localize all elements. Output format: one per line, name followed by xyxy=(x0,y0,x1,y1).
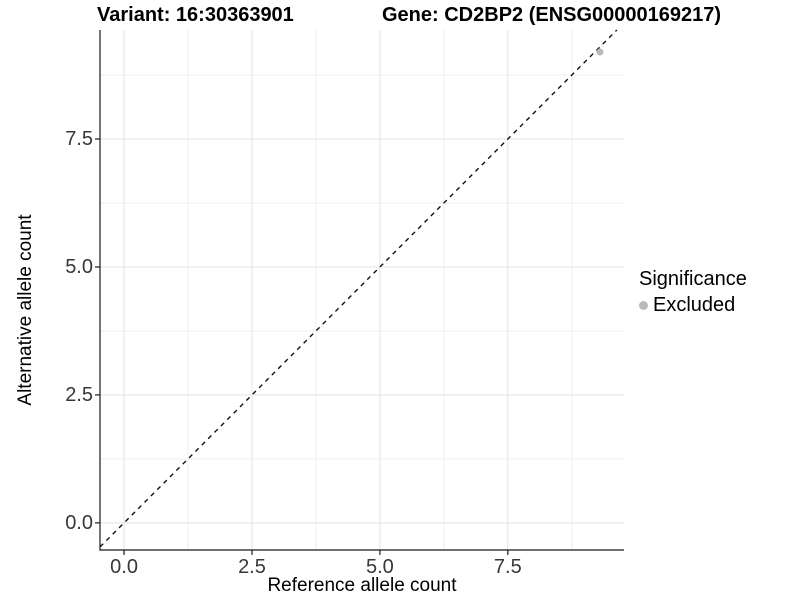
x-tick-label: 5.0 xyxy=(366,556,394,578)
legend-key-dot-icon xyxy=(639,301,648,310)
plot-title-gene: Gene: CD2BP2 (ENSG00000169217) xyxy=(382,4,722,26)
y-tick-label: 0.0 xyxy=(65,511,93,534)
identity-reference-line xyxy=(99,29,618,548)
legend-title: Significance xyxy=(639,268,747,290)
legend-items: Excluded xyxy=(639,294,747,317)
y-tick-label: 7.5 xyxy=(65,128,93,151)
y-tick-label: 5.0 xyxy=(65,255,93,278)
legend: Significance Excluded xyxy=(639,268,747,317)
x-axis-title: Reference allele count xyxy=(267,575,457,596)
y-axis-title: Alternative allele count xyxy=(15,214,36,406)
y-tick-label: 2.5 xyxy=(65,383,93,406)
plot-title-variant: Variant: 16:30363901 xyxy=(97,4,294,26)
legend-item: Excluded xyxy=(639,294,747,317)
x-tick-label: 7.5 xyxy=(493,556,522,578)
legend-item-label: Excluded xyxy=(653,294,736,316)
x-tick-label: 0.0 xyxy=(110,556,138,578)
data-point xyxy=(596,48,604,56)
x-tick-label: 2.5 xyxy=(238,556,266,578)
